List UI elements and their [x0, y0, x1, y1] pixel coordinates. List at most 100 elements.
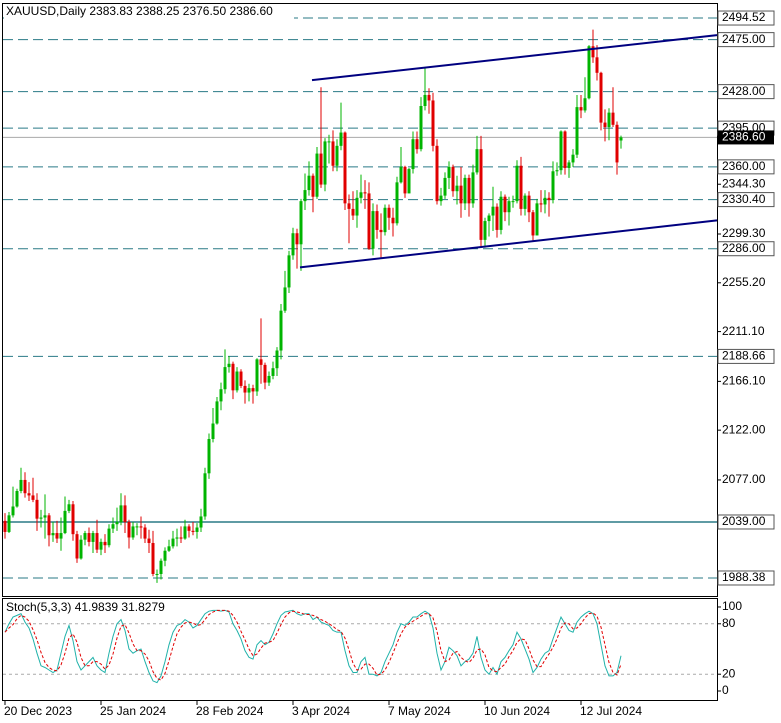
- level-label-box: [717, 159, 775, 175]
- candle-body: [139, 526, 143, 528]
- x-tick-label: 20 Dec 2023: [4, 704, 72, 718]
- candle-body: [83, 533, 87, 540]
- candle-body: [39, 517, 43, 519]
- candle-body: [71, 504, 75, 535]
- candle-body: [243, 385, 247, 393]
- candle-body: [75, 534, 79, 559]
- level-label-box: [717, 570, 775, 586]
- candle-body: [471, 172, 475, 204]
- candle-body: [507, 201, 511, 213]
- candle-body: [439, 195, 443, 202]
- candle-body: [391, 217, 395, 224]
- candle-body: [571, 154, 575, 163]
- candle-body: [511, 201, 515, 203]
- candle-body: [43, 515, 47, 518]
- candle-body: [435, 145, 439, 202]
- y-tick-label: 20: [722, 666, 736, 680]
- candle-body: [499, 196, 503, 230]
- candle-body: [15, 491, 19, 507]
- stoch-title: Stoch(5,3,3) 41.9839 31.8279: [6, 600, 165, 614]
- candle-body: [539, 203, 543, 205]
- x-tick-label: 10 Jun 2024: [484, 704, 550, 718]
- candle-body: [427, 94, 431, 101]
- candle-body: [295, 233, 299, 245]
- candle-body: [115, 521, 119, 525]
- candle-body: [111, 524, 115, 529]
- candle-body: [327, 141, 331, 143]
- candle-body: [19, 479, 23, 492]
- x-tick-label: 25 Jan 2024: [100, 704, 166, 718]
- candle-body: [415, 139, 419, 150]
- y-tick-label: 80: [722, 616, 736, 630]
- candle-body: [455, 185, 459, 192]
- candle-body: [531, 212, 535, 236]
- candle-body: [215, 401, 219, 424]
- level-label-box: [717, 32, 775, 48]
- support-label: 2039.00: [722, 514, 766, 528]
- candle-body: [207, 439, 211, 474]
- candle-body: [175, 537, 179, 539]
- candle-body: [51, 533, 55, 536]
- candle-body: [383, 207, 387, 233]
- candle-body: [479, 149, 483, 240]
- candle-body: [355, 197, 359, 216]
- y-tick-label: 2077.00: [722, 472, 766, 486]
- y-tick-label: 2166.10: [722, 374, 766, 388]
- candle-body: [143, 527, 147, 539]
- candle-body: [67, 504, 71, 511]
- candle-body: [599, 72, 603, 123]
- candle-body: [291, 233, 295, 256]
- candle-body: [483, 221, 487, 240]
- candle-body: [423, 94, 427, 107]
- level-label: 2428.00: [722, 84, 766, 98]
- candle-body: [263, 364, 267, 383]
- candle-body: [547, 197, 551, 201]
- candle-body: [227, 363, 231, 368]
- current-price-label: 2386.60: [722, 130, 766, 144]
- candle-body: [411, 139, 415, 170]
- candle-body: [575, 107, 579, 155]
- candle-body: [127, 521, 131, 538]
- candle-body: [535, 203, 539, 236]
- x-tick-label: 3 Apr 2024: [292, 704, 350, 718]
- chart-title: XAUUSD,Daily 2383.83 2388.25 2376.50 238…: [6, 4, 273, 18]
- candle-body: [315, 153, 319, 197]
- candle-body: [299, 201, 303, 245]
- candle-body: [367, 193, 371, 249]
- level-label: 2330.40: [722, 192, 766, 206]
- candle-body: [119, 505, 123, 522]
- candle-body: [211, 423, 215, 440]
- main-panel-frame: [2, 3, 718, 597]
- x-tick-label: 12 Jul 2024: [580, 704, 642, 718]
- candle-body: [163, 550, 167, 561]
- candle-body: [303, 190, 307, 202]
- candle-body: [459, 185, 463, 204]
- candle-body: [519, 165, 523, 209]
- candle-body: [347, 203, 351, 209]
- level-label-box: [717, 84, 775, 100]
- candle-body: [259, 359, 263, 365]
- candle-body: [275, 350, 279, 369]
- candle-body: [307, 175, 311, 191]
- candle-body: [451, 166, 455, 192]
- y-tick-label: 100: [722, 599, 742, 613]
- candle-body: [235, 371, 239, 391]
- candle-body: [407, 169, 411, 194]
- trendline: [299, 219, 718, 269]
- candle-body: [567, 162, 571, 168]
- candle-body: [359, 192, 363, 198]
- support-label-box: [717, 514, 775, 530]
- candle-body: [579, 107, 583, 111]
- candle-body: [247, 388, 251, 393]
- candle-body: [95, 533, 99, 550]
- candle-body: [323, 141, 327, 185]
- stoch-line: [4, 609, 622, 684]
- candle-body: [107, 528, 111, 546]
- y-tick-label: 2344.30: [722, 176, 766, 190]
- candle-body: [63, 510, 67, 534]
- candle-body: [31, 495, 35, 500]
- candle-body: [399, 166, 403, 183]
- candle-body: [555, 170, 559, 172]
- candle-body: [199, 516, 203, 528]
